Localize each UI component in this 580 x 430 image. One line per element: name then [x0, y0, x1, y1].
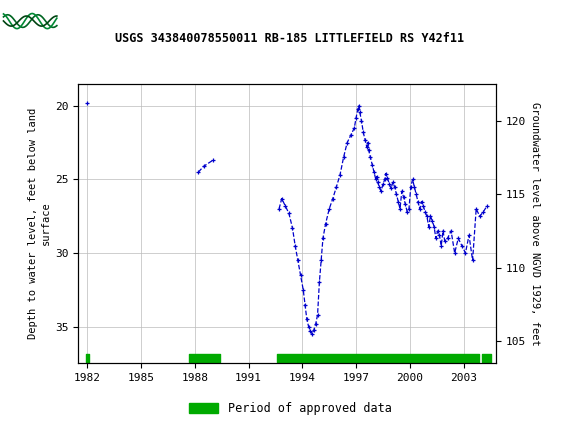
Y-axis label: Depth to water level, feet below land
surface: Depth to water level, feet below land su… [28, 108, 51, 339]
Legend: Period of approved data: Period of approved data [184, 397, 396, 420]
FancyBboxPatch shape [3, 3, 58, 39]
Text: USGS: USGS [62, 11, 117, 29]
Text: USGS 343840078550011 RB-185 LITTLEFIELD RS Y42f11: USGS 343840078550011 RB-185 LITTLEFIELD … [115, 32, 465, 45]
Y-axis label: Groundwater level above NGVD 1929, feet: Groundwater level above NGVD 1929, feet [530, 102, 540, 345]
